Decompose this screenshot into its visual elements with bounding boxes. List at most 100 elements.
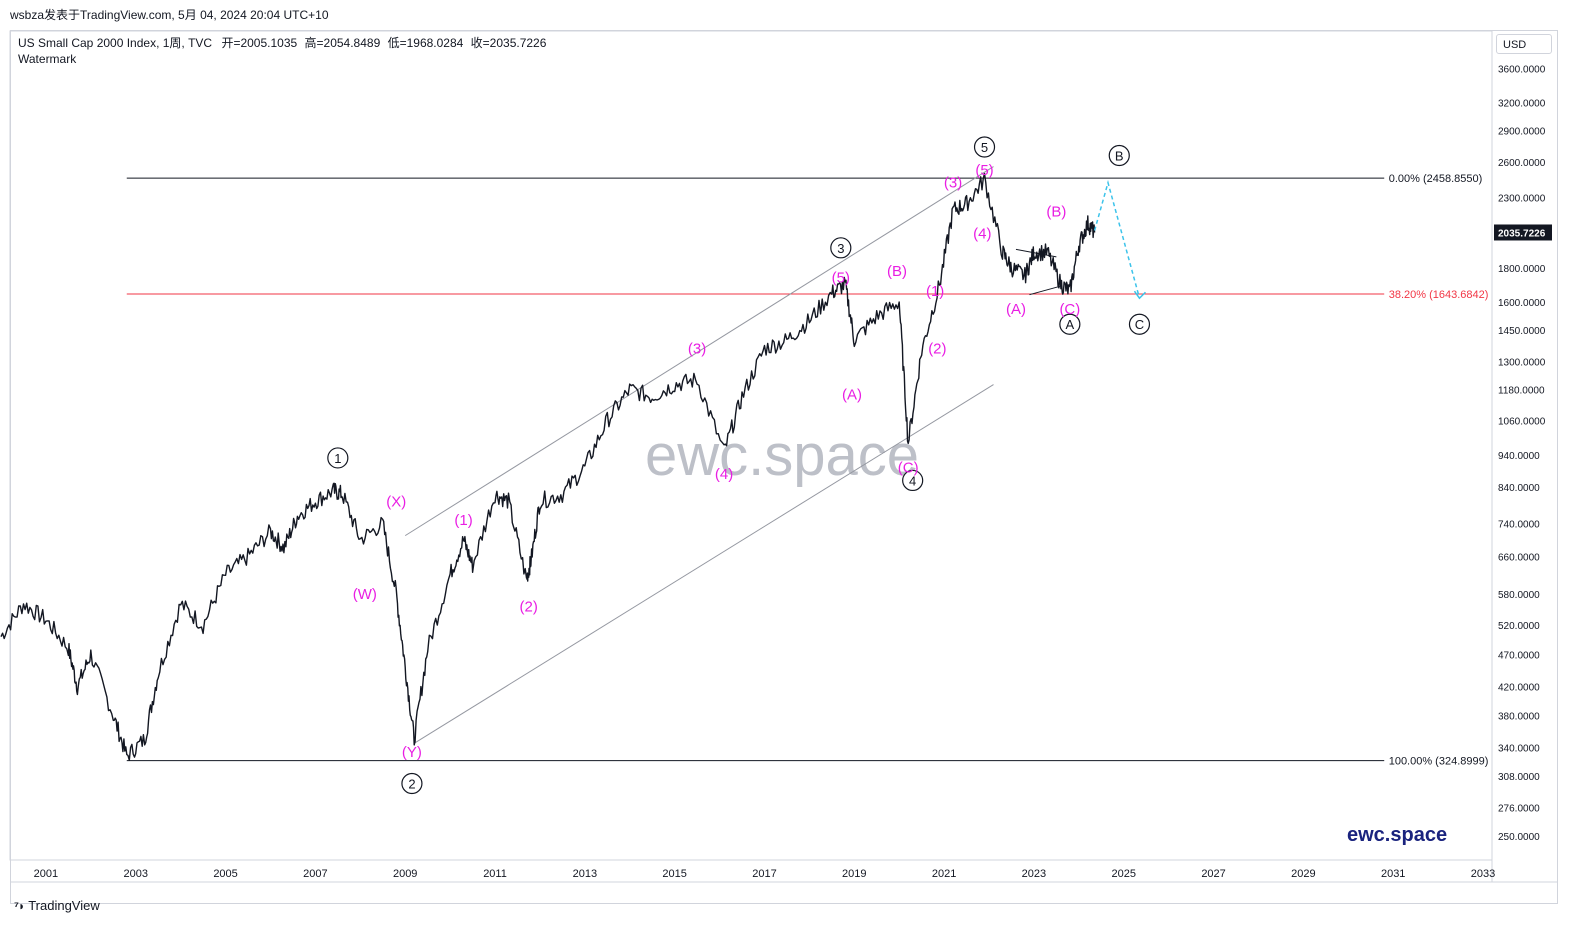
channel-line xyxy=(404,166,994,537)
last-price-label: 2035.7226 xyxy=(1498,228,1546,239)
wave-label: 4 xyxy=(909,473,916,488)
y-tick-label: 1450.0000 xyxy=(1498,326,1546,337)
wave-label-circle xyxy=(973,136,996,158)
x-tick-label: 2025 xyxy=(1112,868,1136,880)
y-tick-label: 420.0000 xyxy=(1498,683,1540,694)
wave-label: (4) xyxy=(973,225,991,242)
site-label: ewc.space xyxy=(1347,824,1448,846)
wave-label: (1) xyxy=(454,512,472,529)
wave-label: (3) xyxy=(944,175,962,192)
x-tick-label: 2013 xyxy=(573,868,597,880)
wave-label-circle xyxy=(902,469,924,492)
wave-label: (2) xyxy=(520,598,538,615)
wave-label: (3) xyxy=(688,341,706,358)
wave-label: C xyxy=(1135,317,1144,332)
publish-info: wsbza发表于TradingView.com, 5月 04, 2024 20:… xyxy=(10,8,329,22)
wave-label: 5 xyxy=(981,140,988,155)
fib-level-label: 0.00% (2458.8550) xyxy=(1389,173,1483,185)
y-tick-label: 380.0000 xyxy=(1498,712,1540,723)
x-tick-label: 2033 xyxy=(1471,868,1495,880)
wave-label: (X) xyxy=(386,493,406,510)
y-tick-label: 2600.0000 xyxy=(1498,158,1546,169)
x-tick-label: 2019 xyxy=(842,868,866,880)
x-tick-label: 2023 xyxy=(1022,868,1046,880)
y-tick-label: 2300.0000 xyxy=(1498,193,1546,204)
y-tick-label: 1600.0000 xyxy=(1498,298,1546,309)
currency-button[interactable]: USD xyxy=(1496,34,1552,54)
y-tick-label: 840.0000 xyxy=(1498,483,1540,494)
y-tick-label: 2900.0000 xyxy=(1498,127,1546,138)
wave-label: 1 xyxy=(334,451,341,466)
wave-label: B xyxy=(1115,149,1124,164)
triangle-lower-line xyxy=(1029,285,1062,296)
wave-label: (B) xyxy=(1046,203,1066,220)
wave-label: (2) xyxy=(928,341,946,358)
brand-label: TradingView xyxy=(28,898,100,913)
fib-level-label: 100.00% (324.8999) xyxy=(1389,756,1489,768)
triangle-upper-line xyxy=(1015,248,1057,258)
legend-close: 收=2035.7226 xyxy=(470,36,547,50)
wave-label-circle xyxy=(1059,313,1081,335)
projection-arrow xyxy=(1133,290,1146,300)
x-tick-label: 2017 xyxy=(752,868,776,880)
chart-legend: US Small Cap 2000 Index, 1周, TVC 开=2005.… xyxy=(18,35,550,67)
x-tick-label: 2027 xyxy=(1201,868,1225,880)
legend-low: 低=1968.0284 xyxy=(387,36,464,50)
x-tick-label: 2031 xyxy=(1381,868,1405,880)
wave-label-circle xyxy=(1108,144,1130,167)
x-tick-label: 2005 xyxy=(213,868,237,880)
wave-label-circle xyxy=(830,237,852,259)
wave-label: (4) xyxy=(715,466,733,483)
y-tick-label: 940.0000 xyxy=(1498,451,1540,462)
x-tick-label: 2007 xyxy=(303,868,327,880)
last-price-tag xyxy=(1494,224,1552,241)
y-tick-label: 308.0000 xyxy=(1498,772,1540,783)
chart-watermark: ewc.space xyxy=(645,423,919,488)
wave-label: (W) xyxy=(353,586,377,603)
x-tick-label: 2003 xyxy=(124,868,148,880)
y-tick-label: 3600.0000 xyxy=(1498,64,1546,75)
tradingview-logo-icon: ⁷◗ xyxy=(14,898,25,913)
y-tick-label: 660.0000 xyxy=(1498,553,1540,564)
wave-label: (Y) xyxy=(402,744,422,761)
wave-label: A xyxy=(1066,317,1075,332)
y-tick-label: 1180.0000 xyxy=(1498,385,1545,396)
legend-high: 高=2054.8489 xyxy=(304,36,381,50)
wave-label-circle xyxy=(1128,313,1151,335)
y-tick-label: 740.0000 xyxy=(1498,520,1540,531)
wave-label: (A) xyxy=(842,386,862,403)
y-tick-label: 1300.0000 xyxy=(1498,358,1546,369)
price-series-line xyxy=(0,172,1096,761)
y-tick-label: 250.0000 xyxy=(1498,832,1540,843)
wave-label-circle xyxy=(401,772,423,795)
legend-symbol: US Small Cap 2000 Index, 1周, TVC xyxy=(18,36,213,50)
wave-label: (5) xyxy=(975,162,993,179)
legend-watermark-label: Watermark xyxy=(18,52,77,66)
tradingview-brand[interactable]: ⁷◗ TradingView xyxy=(14,898,100,913)
y-tick-label: 1800.0000 xyxy=(1498,264,1546,275)
wave-label: 2 xyxy=(408,777,415,792)
wave-label: (5) xyxy=(832,270,850,287)
wave-label: (1) xyxy=(926,283,944,300)
x-tick-label: 2009 xyxy=(393,868,417,880)
y-tick-label: 580.0000 xyxy=(1498,590,1540,601)
y-tick-label: 3200.0000 xyxy=(1498,98,1546,109)
fib-level-label: 38.20% (1643.6842) xyxy=(1389,289,1489,301)
wave-label: 3 xyxy=(837,241,844,256)
channel-line xyxy=(413,384,994,744)
x-tick-label: 2015 xyxy=(662,868,686,880)
y-tick-label: 340.0000 xyxy=(1498,744,1540,755)
y-tick-label: 470.0000 xyxy=(1498,650,1540,661)
x-tick-label: 2001 xyxy=(34,868,58,880)
wave-label: (A) xyxy=(1006,301,1026,318)
wave-label-circle xyxy=(327,447,349,469)
x-tick-label: 2021 xyxy=(932,868,956,880)
x-tick-label: 2011 xyxy=(483,868,507,880)
x-tick-label: 2029 xyxy=(1291,868,1315,880)
wave-label: (C) xyxy=(898,459,919,476)
y-tick-label: 520.0000 xyxy=(1498,621,1540,632)
y-tick-label: 276.0000 xyxy=(1498,804,1540,815)
wave-label: (C) xyxy=(1059,301,1080,318)
wave-label: (B) xyxy=(887,263,907,280)
